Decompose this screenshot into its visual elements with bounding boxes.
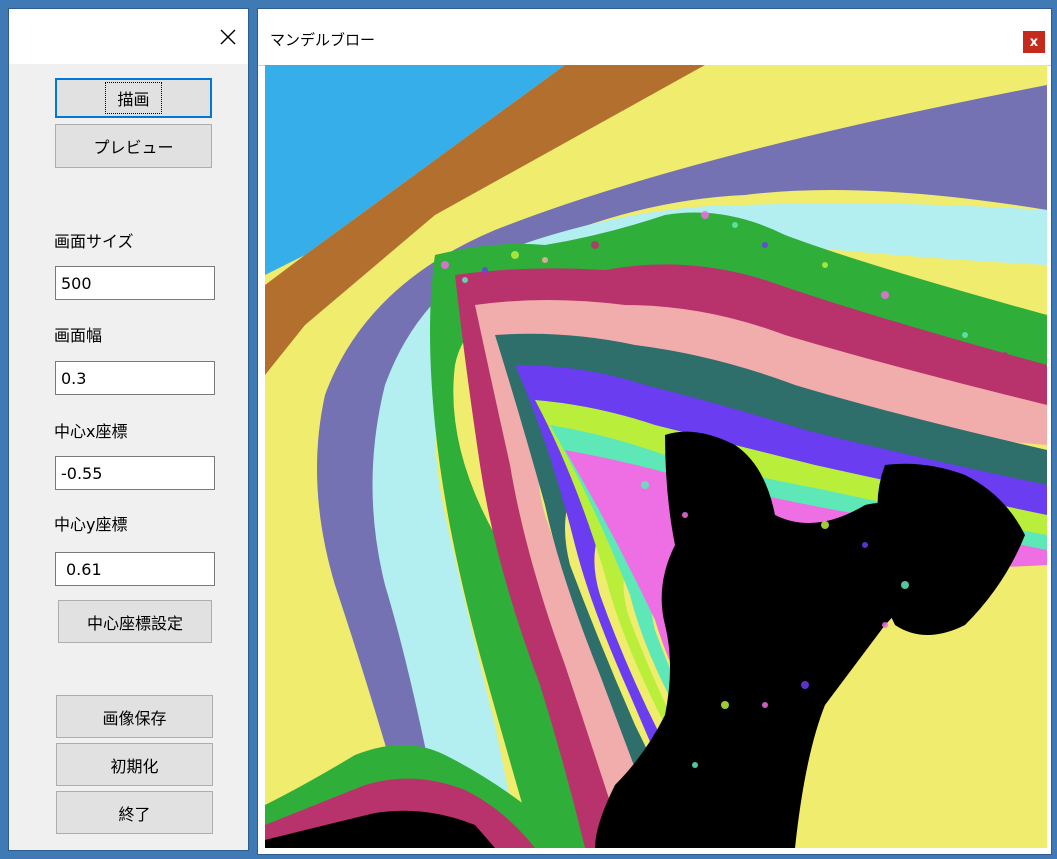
reset-button-label: 初期化 bbox=[110, 756, 159, 776]
control-panel-titlebar bbox=[9, 9, 248, 64]
center-y-label: 中心y座標 bbox=[54, 515, 128, 534]
center-x-label: 中心x座標 bbox=[54, 422, 128, 441]
control-panel-close-button[interactable] bbox=[214, 23, 242, 51]
mandelbrot-image bbox=[265, 65, 1047, 848]
fractal-window-close-button[interactable]: x bbox=[1023, 31, 1045, 53]
fractal-window-titlebar: マンデルブロー x bbox=[258, 9, 1051, 66]
exit-button-label: 終了 bbox=[118, 804, 151, 824]
draw-button-label: 描画 bbox=[105, 82, 162, 114]
screen-width-label: 画面幅 bbox=[54, 326, 103, 345]
preview-button[interactable]: プレビュー bbox=[55, 124, 212, 168]
screen-width-input[interactable] bbox=[55, 361, 215, 395]
draw-button[interactable]: 描画 bbox=[55, 78, 212, 118]
center-x-input[interactable] bbox=[55, 456, 215, 490]
screen-size-label: 画面サイズ bbox=[54, 232, 134, 251]
mandelbrot-canvas[interactable] bbox=[265, 65, 1047, 848]
save-image-button[interactable]: 画像保存 bbox=[56, 695, 213, 738]
set-center-button[interactable]: 中心座標設定 bbox=[58, 600, 212, 643]
center-y-input[interactable] bbox=[55, 552, 215, 586]
exit-button[interactable]: 終了 bbox=[56, 791, 213, 834]
save-image-button-label: 画像保存 bbox=[102, 708, 167, 728]
screen-size-input[interactable] bbox=[55, 266, 215, 300]
window-title: マンデルブロー bbox=[270, 31, 376, 49]
fractal-window: マンデルブロー x bbox=[257, 8, 1052, 855]
preview-button-label: プレビュー bbox=[93, 138, 174, 157]
set-center-button-label: 中心座標設定 bbox=[86, 613, 183, 633]
close-icon: x bbox=[1029, 34, 1039, 50]
close-icon bbox=[220, 29, 236, 45]
reset-button[interactable]: 初期化 bbox=[56, 743, 213, 786]
control-panel-window: 描画 プレビュー 画面サイズ 画面幅 中心x座標 中心y座標 中心座標設定 画像… bbox=[8, 8, 249, 851]
